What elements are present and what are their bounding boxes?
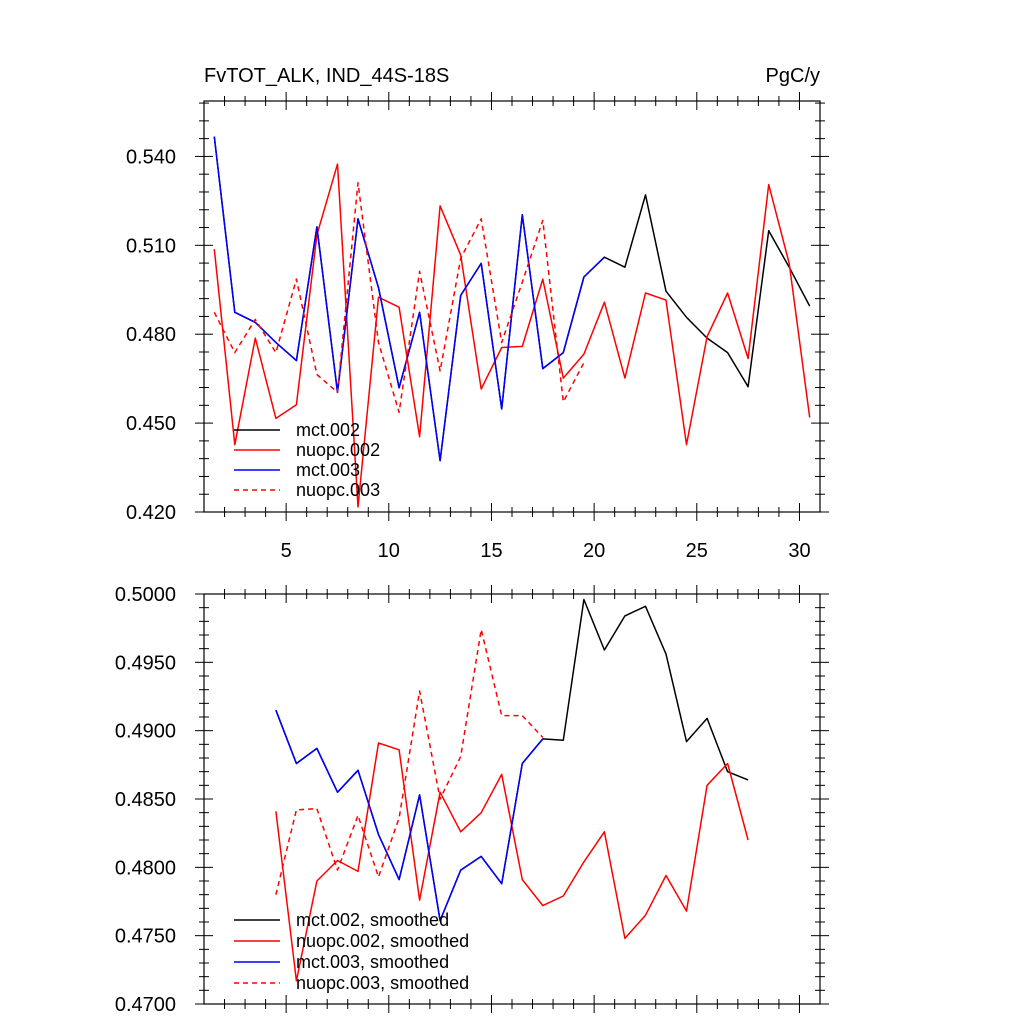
y-tick-label: 0.4750 (115, 926, 176, 948)
series-lines-top (213, 136, 811, 508)
series-line-nuopc-002 (213, 163, 811, 508)
legend-label: mct.002, smoothed (296, 910, 449, 930)
x-tick-label: 5 (281, 540, 292, 562)
ticks-bottom: 0.4700 0.4750 0.4800 0.4850 0.4900 0.4950 0.50… (115, 584, 829, 1016)
panel-title: FvTOT_ALK, IND_44S-18S (204, 65, 449, 87)
legend-label: nuopc.002 (296, 440, 380, 460)
y-tick-label: 0.4950 (115, 652, 176, 674)
x-tick-label: 20 (583, 540, 605, 562)
legend-label: nuopc.002, smoothed (296, 931, 469, 951)
y-tick-label: 0.480 (126, 324, 176, 346)
y-tick-label: 0.420 (126, 502, 176, 524)
top-panel: FvTOT_ALK, IND_44S-18S PgC/y 5 10 15 20 25 30… (126, 65, 829, 562)
y-tick-label: 0.450 (126, 413, 176, 435)
legend-label: nuopc.003, smoothed (296, 973, 469, 993)
y-tick-label: 0.4850 (115, 789, 176, 811)
series-line-mct-003-smoothed (275, 709, 544, 922)
x-tick-label: 15 (480, 540, 502, 562)
x-tick-label: 30 (788, 540, 810, 562)
bottom-panel: 0.4700 0.4750 0.4800 0.4850 0.4900 0.4950 0.50… (115, 584, 829, 1016)
series-line-nuopc-003-smoothed (275, 628, 544, 895)
legend-label: mct.002 (296, 420, 360, 440)
y-tick-label: 0.540 (126, 146, 176, 168)
y-tick-label: 0.5000 (115, 584, 176, 606)
ticks-top: 5 10 15 20 25 30 0.420 0.450 0.480 0.510 0.540 (126, 92, 829, 562)
units-label: PgC/y (766, 65, 820, 87)
y-tick-label: 0.510 (126, 235, 176, 257)
y-tick-label: 0.4800 (115, 857, 176, 879)
x-tick-label: 25 (686, 540, 708, 562)
legend-label: mct.003, smoothed (296, 952, 449, 972)
x-tick-label: 10 (378, 540, 400, 562)
series-line-nuopc-003 (213, 182, 585, 414)
y-tick-label: 0.4900 (115, 721, 176, 743)
series-lines-bottom (275, 598, 749, 982)
legend-label: nuopc.003 (296, 480, 380, 500)
legend-label: mct.003 (296, 460, 360, 480)
y-tick-label: 0.4700 (115, 994, 176, 1016)
series-line-mct-003 (213, 136, 605, 462)
